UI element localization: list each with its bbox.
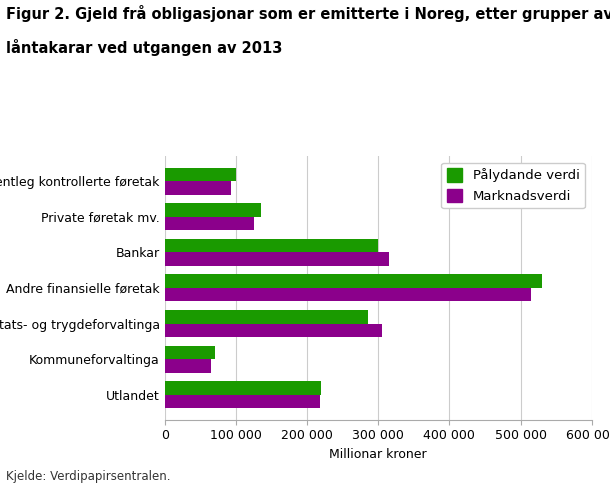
Bar	[165, 181, 231, 195]
Text: Kjelde: Verdipapirsentralen.: Kjelde: Verdipapirsentralen.	[6, 470, 171, 483]
Bar	[165, 310, 367, 324]
Bar	[165, 359, 211, 373]
Bar	[165, 288, 531, 302]
Bar	[165, 217, 254, 230]
Bar	[165, 203, 260, 217]
Bar	[165, 252, 389, 266]
Legend: Pålydande verdi, Marknadsverdi: Pålydande verdi, Marknadsverdi	[441, 163, 585, 208]
X-axis label: Millionar kroner: Millionar kroner	[329, 448, 427, 461]
Text: Figur 2. Gjeld frå obligasjonar som er emitterte i Noreg, etter grupper av: Figur 2. Gjeld frå obligasjonar som er e…	[6, 5, 610, 22]
Bar	[165, 324, 382, 337]
Bar	[165, 381, 321, 395]
Bar	[165, 239, 378, 252]
Text: låntakarar ved utgangen av 2013: låntakarar ved utgangen av 2013	[6, 39, 282, 56]
Bar	[165, 167, 236, 181]
Bar	[165, 395, 320, 408]
Bar	[165, 346, 215, 359]
Bar	[165, 274, 542, 288]
